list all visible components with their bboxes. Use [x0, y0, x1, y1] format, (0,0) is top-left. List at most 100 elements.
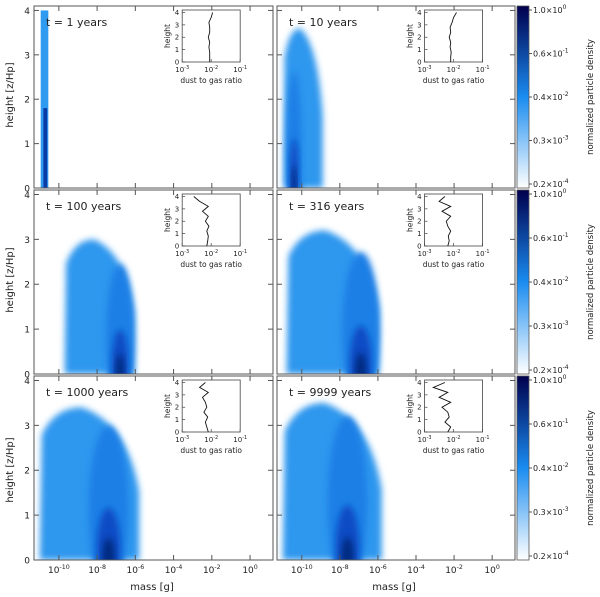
- y-tick-label: 2: [24, 467, 30, 477]
- panel-title: t = 100 years: [46, 200, 122, 213]
- y-tick-label: 0: [24, 371, 30, 381]
- x-tick-label: 10-6: [126, 564, 144, 576]
- inset-y-tick-label: 4: [417, 379, 422, 387]
- density-core: [349, 325, 372, 374]
- inset-y-label: height: [163, 394, 172, 418]
- colorbar-tick-label: 0.6×10-1: [533, 418, 569, 429]
- colorbar-tick-label: 1.0×100: [533, 374, 567, 385]
- inset-x-tick-label: 10-3: [418, 435, 432, 444]
- inset-y-label: height: [406, 208, 415, 232]
- density-peak: [115, 353, 125, 374]
- x-tick-label: 10-2: [203, 564, 221, 576]
- inset-y-tick-label: 1: [175, 230, 179, 238]
- inset: 0 1 2 3 4 10-3 10-2 10-1 dust to gas ratio height: [163, 193, 247, 269]
- inset-x-tick-label: 10-1: [476, 249, 490, 258]
- y-tick-label: 1: [24, 326, 30, 336]
- y-tick-label: 1: [24, 140, 30, 150]
- colorbar-tick-label: 0.4×10-2: [533, 276, 569, 287]
- inset-profile-line: [193, 196, 210, 247]
- density-core: [96, 507, 121, 560]
- panel-frame: [276, 375, 516, 561]
- density-core: [111, 329, 129, 374]
- panel-title: t = 1 years: [46, 16, 108, 29]
- density-mid: [342, 251, 380, 374]
- density-map: [39, 407, 140, 560]
- inset-x-tick-label: 10-2: [204, 435, 218, 444]
- density-core: [43, 108, 48, 188]
- inset-frame: [181, 379, 241, 433]
- inset-profile-line: [438, 196, 452, 247]
- inset-x-tick-label: 10-3: [175, 435, 189, 444]
- inset-y-tick-label: 3: [175, 391, 179, 399]
- panel-frame: [33, 189, 274, 375]
- density-map: [64, 239, 135, 374]
- density-map: [286, 230, 380, 374]
- density-core: [335, 505, 360, 560]
- inset-y-tick-label: 1: [417, 46, 421, 54]
- inset-y-tick-label: 4: [175, 379, 180, 387]
- y-axis-label-row1: height [z/Hp]: [5, 62, 16, 127]
- inset-y-label: height: [163, 208, 172, 232]
- inset: 0 1 2 3 4 10-3 10-2 10-1 dust to gas ratio height: [163, 9, 247, 85]
- x-tick-label: 10-4: [165, 564, 183, 576]
- inset-y-label: height: [406, 24, 415, 48]
- x-tick-label: 10-10: [48, 564, 70, 576]
- density-peak: [341, 537, 354, 560]
- colorbar-1: 1.0×100 0.6×10-1 0.4×10-2 0.3×10-3 0.2×10-4 n…: [516, 4, 596, 189]
- inset: 0 1 2 3 4 10-3 10-2 10-1 dust to gas ratio height: [406, 9, 490, 85]
- colorbar-tick-label: 0.6×10-1: [533, 48, 569, 59]
- x-tick-label: 10-4: [407, 564, 425, 576]
- inset-x-tick-label: 10-1: [233, 65, 247, 74]
- inset-y-tick-label: 4: [175, 193, 180, 201]
- inset-y-tick-label: 2: [417, 404, 421, 412]
- inset-y-tick-label: 3: [417, 21, 421, 29]
- inset-y-tick-label: 1: [417, 416, 421, 424]
- y-tick-label: 3: [24, 422, 30, 432]
- inset-x-tick-label: 10-1: [233, 249, 247, 258]
- y-tick-label: 2: [24, 96, 30, 106]
- panel-1: 0 1 2 3 4 t = 1 years 0 1 2 3 4 10-3 10-2 10-1 dust to…: [24, 5, 274, 195]
- inset-y-tick-label: 1: [417, 230, 421, 238]
- inset-y-tick-label: 0: [417, 429, 421, 437]
- y-tick-label: 1: [24, 512, 30, 522]
- x-axis-label-right: mass [g]: [372, 582, 416, 593]
- inset-y-tick-label: 3: [175, 205, 179, 213]
- inset-y-tick-label: 2: [175, 218, 179, 226]
- panel-title: t = 10 years: [289, 16, 358, 29]
- inset-x-tick-label: 10-3: [418, 65, 432, 74]
- panel-frame: [276, 189, 516, 375]
- colorbar-label: normalized particle density: [586, 410, 596, 526]
- inset-profile-line: [432, 382, 452, 433]
- colorbar-tick-label: 0.3×10-3: [533, 320, 569, 331]
- inset-y-tick-label: 4: [175, 9, 180, 17]
- panel-title: t = 316 years: [289, 200, 365, 213]
- inset-x-tick-label: 10-2: [447, 435, 461, 444]
- inset-y-tick-label: 3: [175, 21, 179, 29]
- colorbar-label: normalized particle density: [586, 39, 596, 155]
- inset-frame: [181, 193, 241, 247]
- density-map: [40, 10, 49, 188]
- panel-4: t = 316 years 0 1 2 3 4 10-3 10-2 10-1 dust to ga…: [276, 189, 516, 375]
- x-axis-label-left: mass [g]: [130, 582, 174, 593]
- x-tick-label: 100: [484, 564, 499, 576]
- colorbar-tick-label: 0.2×10-4: [533, 550, 569, 561]
- inset-frame: [424, 379, 483, 433]
- inset-profile-line: [448, 12, 457, 62]
- inset-y-tick-label: 0: [417, 243, 421, 251]
- x-tick-label: 100: [242, 564, 257, 576]
- panel-frame: [33, 375, 274, 561]
- inset: 0 1 2 3 4 10-3 10-2 10-1 dust to gas ratio height: [406, 379, 490, 455]
- density-map: [283, 28, 323, 188]
- colorbar-tick-label: 0.3×10-3: [533, 135, 569, 146]
- inset-x-label: dust to gas ratio: [180, 76, 242, 85]
- inset-x-label: dust to gas ratio: [423, 260, 485, 269]
- y-tick-label: 2: [24, 281, 30, 291]
- inset-y-tick-label: 3: [417, 391, 421, 399]
- inset-x-label: dust to gas ratio: [180, 446, 242, 455]
- density-core: [289, 137, 299, 188]
- inset-x-tick-label: 10-1: [233, 435, 247, 444]
- inset-x-label: dust to gas ratio: [423, 446, 485, 455]
